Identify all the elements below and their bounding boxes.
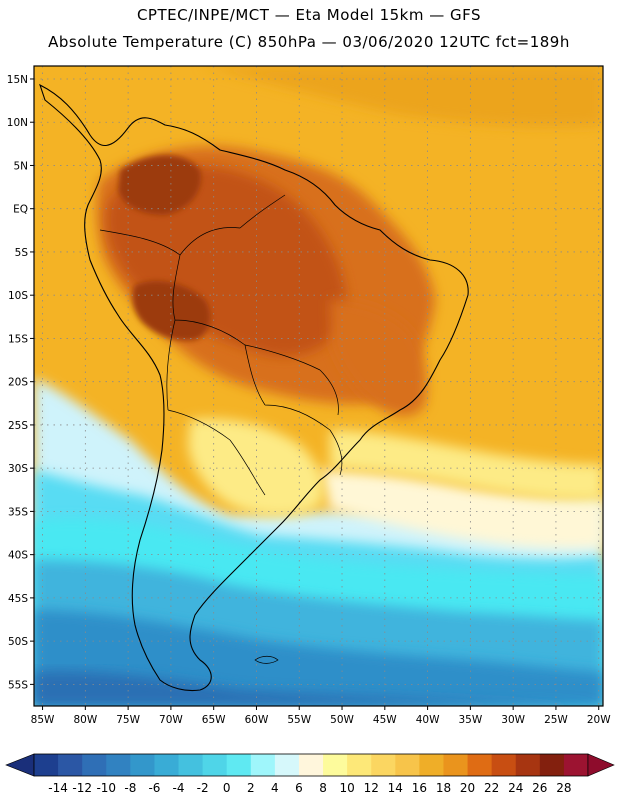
colorbar-tick-label: 14	[388, 781, 403, 795]
northwest-amazon-hot-spot	[118, 155, 201, 215]
colorbar-tick-label: 16	[412, 781, 427, 795]
lat-tick-label: 30S	[8, 463, 28, 475]
lon-tick-label: 35W	[459, 714, 483, 726]
lon-tick-label: 70W	[159, 714, 183, 726]
colorbar-swatch	[130, 754, 155, 776]
colorbar-tick-label: -6	[148, 781, 160, 795]
colorbar-overflow-arrow	[587, 753, 615, 777]
lat-tick-label: 10N	[7, 117, 28, 129]
colorbar-tick-label: 8	[319, 781, 327, 795]
lat-tick-label: 10S	[8, 290, 28, 302]
colorbar-tick-label: 0	[223, 781, 231, 795]
falklands-island	[254, 655, 279, 664]
lat-lon-grid	[34, 66, 603, 706]
colorbar-tick-label: -12	[72, 781, 92, 795]
colorbar-tick-label: 22	[484, 781, 499, 795]
lat-tick-label: 50S	[8, 636, 28, 648]
colorbar-swatch	[82, 754, 107, 776]
lon-tick-label: 20W	[587, 714, 611, 726]
colorbar-swatch	[298, 754, 324, 776]
map-title-line1: CPTEC/INPE/MCT — Eta Model 15km — GFS	[136, 6, 482, 24]
colorbar-tick-label: -8	[124, 781, 136, 795]
colorbar-swatch	[563, 754, 589, 776]
colorbar-swatch	[515, 754, 541, 776]
colorbar-swatch	[443, 754, 468, 776]
colorbar-tick-label: 20	[460, 781, 475, 795]
colorbar-tick-label: -14	[48, 781, 68, 795]
lat-tick-label: 5N	[13, 160, 28, 172]
bolivia-peru-hottest-spot	[132, 280, 211, 341]
colorbar-swatch	[274, 754, 300, 776]
colorbar-tick-label: 4	[271, 781, 279, 795]
colorbar-tick-label: 2	[247, 781, 255, 795]
lat-tick-label: 5S	[15, 247, 29, 259]
colorbar-swatch	[58, 754, 83, 776]
colorbar-tick-label: 26	[532, 781, 547, 795]
colorbar-tick-label: 12	[364, 781, 379, 795]
colorbar-swatch	[154, 754, 179, 776]
coastline	[39, 83, 469, 692]
colorbar-tick-label: -4	[173, 781, 185, 795]
colorbar-tick-label: -2	[197, 781, 209, 795]
temperature-colorbar: -14 -12 -10 -8 -6 -4 -2 0 2 4 6 8 10 12 14 16 18 20 22 24 26…	[5, 753, 615, 795]
colorbar-swatch	[202, 754, 228, 776]
lon-tick-label: 75W	[116, 714, 140, 726]
lon-tick-label: 45W	[373, 714, 397, 726]
colorbar-swatch	[226, 754, 252, 776]
temperature-field	[34, 66, 603, 706]
south-atlantic-pale-yellow	[330, 430, 603, 501]
colorbar-underflow-arrow	[5, 753, 35, 777]
darkest-blue-band	[34, 671, 603, 706]
lat-tick-label: 45S	[8, 593, 28, 605]
country-borders	[99, 194, 343, 496]
lat-tick-label: 40S	[8, 550, 28, 562]
colorbar-tick-label: 18	[436, 781, 451, 795]
lon-tick-label: 40W	[416, 714, 440, 726]
colorbar-swatch	[419, 754, 444, 776]
map-frame	[33, 65, 604, 707]
colorbar-swatch	[347, 754, 372, 776]
lon-tick-label: 55W	[287, 714, 311, 726]
colorbar-tick-label: 24	[508, 781, 523, 795]
lat-tick-label: 25S	[8, 420, 28, 432]
colorbar-tick-label: -10	[96, 781, 116, 795]
colorbar-swatch	[106, 754, 131, 776]
colorbar-swatch	[371, 754, 396, 776]
colorbar-swatch	[250, 754, 276, 776]
lat-tick-label: 55S	[8, 679, 28, 691]
lat-tick-label: 15S	[8, 333, 28, 345]
lon-tick-label: 85W	[31, 714, 55, 726]
colorbar-swatch	[323, 754, 348, 776]
lat-tick-label: 20S	[8, 377, 28, 389]
colorbar-swatch	[178, 754, 204, 776]
colorbar-swatch	[467, 754, 493, 776]
latitude-axis: 15N 10N 5N EQ 5S 10S 15S 20S 25S 30S 35S 40S 45S 50S 5…	[7, 74, 34, 691]
lon-tick-label: 30W	[501, 714, 525, 726]
colorbar-swatch	[34, 754, 59, 776]
lat-tick-label: 35S	[8, 506, 28, 518]
north-tropical-warm-band	[200, 66, 603, 127]
map-title-line2: Absolute Temperature (C) 850hPa — 03/06/…	[48, 33, 570, 51]
colorbar-swatch	[491, 754, 517, 776]
southern-land-pale-field	[188, 418, 324, 517]
south-atlantic-cream-band	[320, 470, 603, 549]
colorbar-swatch	[539, 754, 565, 776]
lon-tick-label: 60W	[245, 714, 269, 726]
lat-tick-label: 15N	[7, 74, 28, 86]
colorbar-tick-label: 28	[556, 781, 571, 795]
lon-tick-label: 65W	[202, 714, 226, 726]
lon-tick-label: 80W	[73, 714, 97, 726]
lon-tick-label: 50W	[330, 714, 354, 726]
lon-tick-label: 25W	[544, 714, 568, 726]
longitude-axis: 85W 80W 75W 70W 65W 60W 55W 50W 45W 40W 35W 30W 25W 2…	[31, 706, 611, 726]
colorbar-tick-label: 6	[295, 781, 303, 795]
colorbar-swatch	[395, 754, 420, 776]
colorbar-tick-label: 10	[339, 781, 354, 795]
lat-tick-label: EQ	[13, 204, 28, 216]
east-brazil-hot-field	[330, 300, 427, 417]
